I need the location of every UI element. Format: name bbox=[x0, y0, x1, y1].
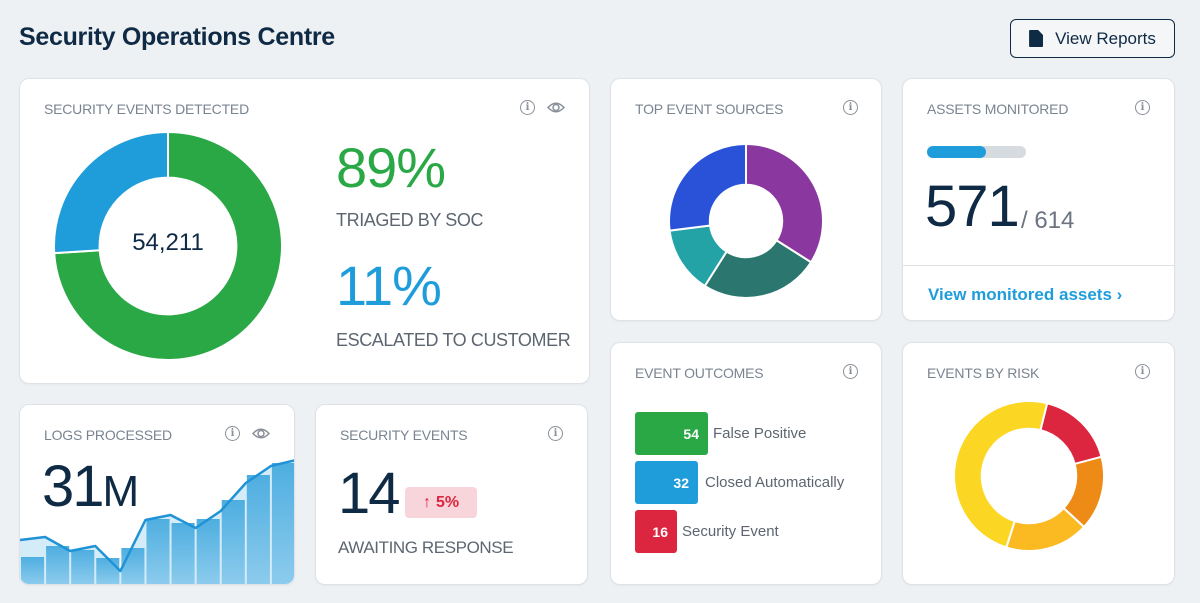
chart-bar bbox=[21, 557, 45, 584]
card-title: ASSETS MONITORED bbox=[927, 101, 1069, 117]
donut-total: 54,211 bbox=[132, 229, 204, 256]
logs-processed-card: LOGS PROCESSED i 31M bbox=[19, 404, 295, 585]
info-icon[interactable]: i bbox=[548, 426, 563, 441]
info-icon[interactable]: i bbox=[225, 426, 240, 441]
outcome-bar: 54 bbox=[635, 412, 708, 455]
events-by-risk-donut bbox=[953, 400, 1105, 552]
outcome-bar: 32 bbox=[635, 461, 698, 504]
event-outcomes-card: EVENT OUTCOMES i 54 False Positive 32 Cl… bbox=[610, 342, 882, 585]
awaiting-response-label: AWAITING RESPONSE bbox=[338, 538, 514, 557]
info-icon[interactable]: i bbox=[520, 100, 535, 115]
chart-bar bbox=[246, 475, 270, 584]
donut-slice bbox=[953, 400, 1049, 549]
donut-slice bbox=[53, 131, 283, 361]
donut-slice bbox=[53, 131, 169, 255]
chart-bar bbox=[171, 523, 195, 584]
card-title: SECURITY EVENTS DETECTED bbox=[44, 101, 249, 117]
top-event-sources-card: TOP EVENT SOURCES i bbox=[610, 78, 882, 321]
card-title: EVENT OUTCOMES bbox=[635, 365, 764, 381]
assets-monitored-count: 571 bbox=[925, 174, 1020, 239]
view-reports-button[interactable]: View Reports bbox=[1010, 19, 1175, 58]
chart-bar bbox=[271, 463, 294, 584]
escalated-percent: 11% bbox=[336, 254, 442, 317]
chart-bar bbox=[196, 519, 220, 584]
trend-line bbox=[20, 459, 294, 573]
info-icon[interactable]: i bbox=[843, 100, 858, 115]
chart-bar bbox=[121, 548, 145, 584]
card-title: LOGS PROCESSED bbox=[44, 427, 172, 443]
change-badge: ↑ 5% bbox=[405, 487, 477, 518]
assets-progress-bar bbox=[927, 146, 1026, 158]
assets-total: / 614 bbox=[1021, 207, 1075, 234]
card-title: EVENTS BY RISK bbox=[927, 365, 1040, 381]
document-icon bbox=[1029, 30, 1044, 47]
donut-slice bbox=[745, 143, 824, 264]
outcome-bar: 16 bbox=[635, 510, 677, 553]
outcome-row[interactable]: 54 False Positive bbox=[635, 412, 806, 455]
outcome-label: False Positive bbox=[713, 425, 807, 442]
triaged-label: TRIAGED BY SOC bbox=[336, 210, 484, 230]
eye-icon[interactable] bbox=[547, 100, 565, 115]
assets-progress-fill bbox=[927, 146, 987, 158]
page-title: Security Operations Centre bbox=[19, 23, 335, 51]
donut-slice bbox=[703, 239, 813, 299]
chart-bar bbox=[221, 500, 245, 584]
view-monitored-assets-link[interactable]: View monitored assets › bbox=[928, 285, 1123, 304]
info-icon[interactable]: i bbox=[1135, 364, 1150, 379]
logs-value: 31M bbox=[42, 453, 139, 520]
arrow-up-icon: ↑ bbox=[422, 493, 431, 511]
outcome-label: Closed Automatically bbox=[705, 474, 845, 491]
card-title: SECURITY EVENTS bbox=[340, 427, 468, 443]
logs-processed-chart bbox=[20, 459, 294, 584]
outcome-row[interactable]: 32 Closed Automatically bbox=[635, 461, 844, 504]
logs-unit: M bbox=[102, 467, 140, 516]
security-events-detected-card: SECURITY EVENTS DETECTED i 54,211 89% TR… bbox=[19, 78, 590, 384]
donut-slice bbox=[668, 143, 747, 232]
assets-monitored-card: ASSETS MONITORED i 571 / 614 View monito… bbox=[902, 78, 1175, 321]
card-title: TOP EVENT SOURCES bbox=[635, 101, 784, 117]
info-icon[interactable]: i bbox=[1135, 100, 1150, 115]
events-by-risk-card: EVENTS BY RISK i bbox=[902, 342, 1175, 585]
info-icon[interactable]: i bbox=[843, 364, 858, 379]
security-events-card: SECURITY EVENTS i 14 ↑ 5% AWAITING RESPO… bbox=[315, 404, 588, 585]
outcome-row[interactable]: 16 Security Event bbox=[635, 510, 779, 553]
donut-slice bbox=[1039, 402, 1103, 466]
outcome-label: Security Event bbox=[682, 523, 779, 540]
escalated-label: ESCALATED TO CUSTOMER bbox=[336, 330, 571, 350]
change-value: 5% bbox=[435, 493, 460, 511]
chart-bar bbox=[71, 550, 95, 584]
top-event-sources-donut bbox=[668, 143, 824, 299]
logs-number: 31 bbox=[42, 454, 104, 519]
security-events-count: 14 bbox=[338, 461, 400, 526]
security-events-donut bbox=[53, 131, 283, 361]
divider bbox=[903, 265, 1174, 266]
chart-bar bbox=[96, 558, 120, 584]
triaged-percent: 89% bbox=[336, 136, 446, 199]
eye-icon[interactable] bbox=[252, 426, 270, 441]
chart-bar bbox=[146, 519, 170, 584]
chart-bar bbox=[46, 546, 70, 584]
view-reports-label: View Reports bbox=[1055, 28, 1156, 48]
